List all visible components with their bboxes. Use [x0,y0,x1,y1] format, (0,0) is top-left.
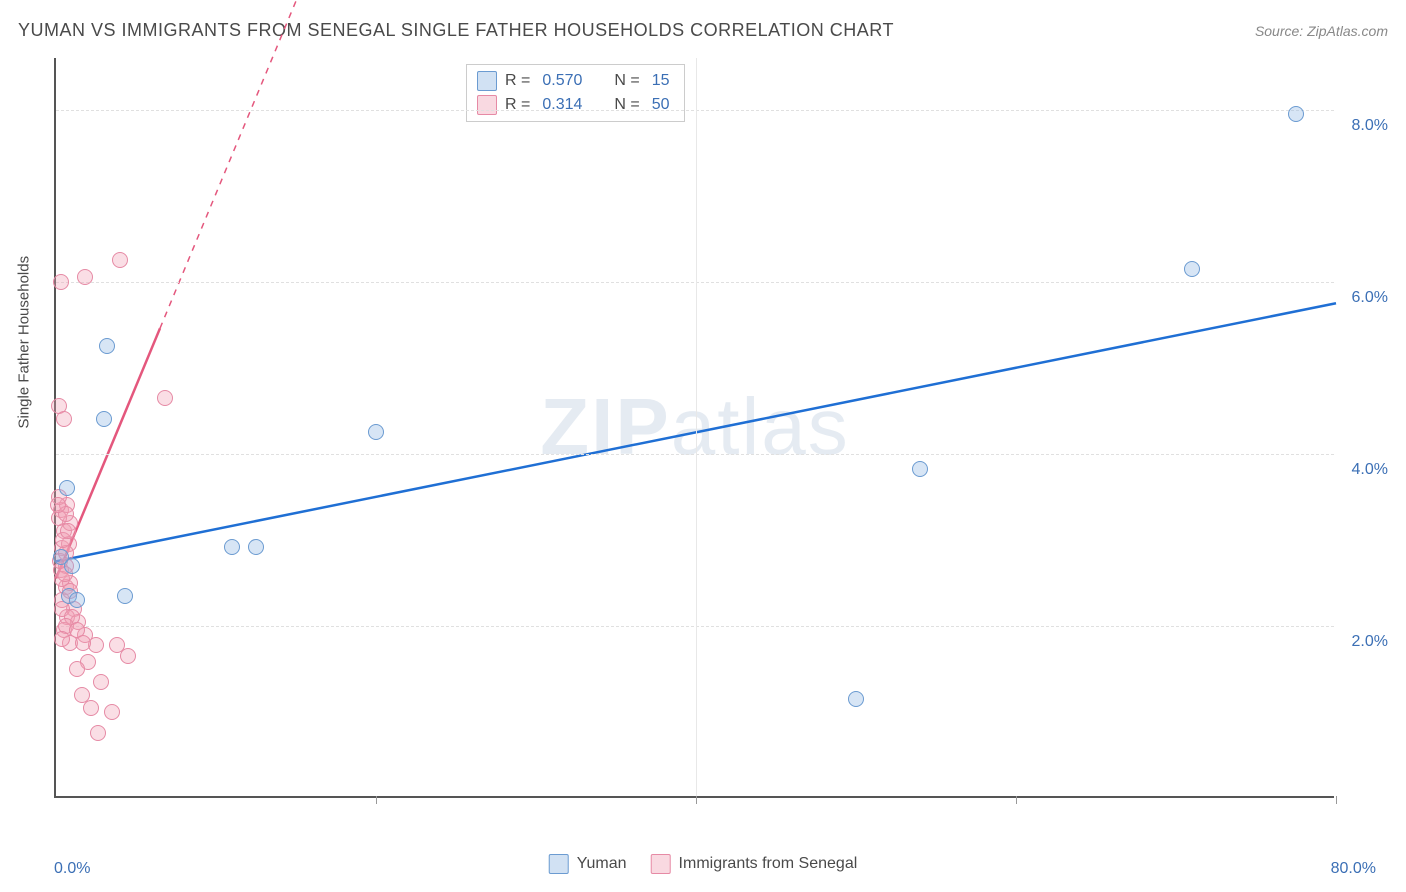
gridline-v [696,58,697,796]
data-point [56,411,72,427]
legend-row-yuman: R = 0.570 N = 15 [477,69,674,93]
source-label: Source: ZipAtlas.com [1255,23,1388,39]
y-tick-label: 4.0% [1352,461,1388,479]
data-point [848,691,864,707]
data-point [912,461,928,477]
legend-item-yuman: Yuman [549,854,627,874]
r-value-yuman: 0.570 [542,72,582,90]
x-tick [696,796,697,804]
data-point [93,674,109,690]
x-tick [1016,796,1017,804]
data-point [69,592,85,608]
data-point [69,661,85,677]
data-point [54,631,70,647]
legend-row-senegal: R = 0.314 N = 50 [477,93,674,117]
data-point [1184,261,1200,277]
n-value-yuman: 15 [652,72,670,90]
data-point [90,725,106,741]
r-value-senegal: 0.314 [542,96,582,114]
n-label: N = [614,96,639,114]
x-tick [376,796,377,804]
data-point [77,269,93,285]
y-axis-label: Single Father Households [16,256,33,429]
legend-label-senegal: Immigrants from Senegal [679,855,858,873]
data-point [99,338,115,354]
gridline-h [56,282,1334,283]
gridline-h [56,626,1334,627]
data-point [224,539,240,555]
legend-item-senegal: Immigrants from Senegal [651,854,858,874]
chart-title: YUMAN VS IMMIGRANTS FROM SENEGAL SINGLE … [18,20,894,41]
data-point [112,252,128,268]
n-label: N = [614,72,639,90]
gridline-h [56,454,1334,455]
series-legend: Yuman Immigrants from Senegal [549,854,858,874]
data-point [83,700,99,716]
y-tick-label: 6.0% [1352,289,1388,307]
legend-label-yuman: Yuman [577,855,627,873]
data-point [64,558,80,574]
n-value-senegal: 50 [652,96,670,114]
chart-header: YUMAN VS IMMIGRANTS FROM SENEGAL SINGLE … [18,20,1388,41]
x-tick [1336,796,1337,804]
scatter-chart: ZIPatlas R = 0.570 N = 15 R = 0.314 N = … [54,58,1334,798]
watermark: ZIPatlas [540,381,849,473]
data-point [368,424,384,440]
data-point [248,539,264,555]
data-point [50,497,66,513]
data-point [104,704,120,720]
data-point [117,588,133,604]
r-label: R = [505,96,530,114]
y-tick-label: 2.0% [1352,633,1388,651]
x-tick-max: 80.0% [1331,860,1376,878]
x-tick-min: 0.0% [54,860,90,878]
data-point [1288,106,1304,122]
correlation-legend: R = 0.570 N = 15 R = 0.314 N = 50 [466,64,685,122]
legend-swatch-pink [477,95,497,115]
data-point [75,635,91,651]
data-point [96,411,112,427]
data-point [120,648,136,664]
data-point [53,274,69,290]
trend-lines [56,58,1334,796]
data-point [157,390,173,406]
legend-swatch-pink [651,854,671,874]
r-label: R = [505,72,530,90]
legend-swatch-blue [477,71,497,91]
legend-swatch-blue [549,854,569,874]
y-tick-label: 8.0% [1352,117,1388,135]
gridline-h [56,110,1334,111]
data-point [59,480,75,496]
